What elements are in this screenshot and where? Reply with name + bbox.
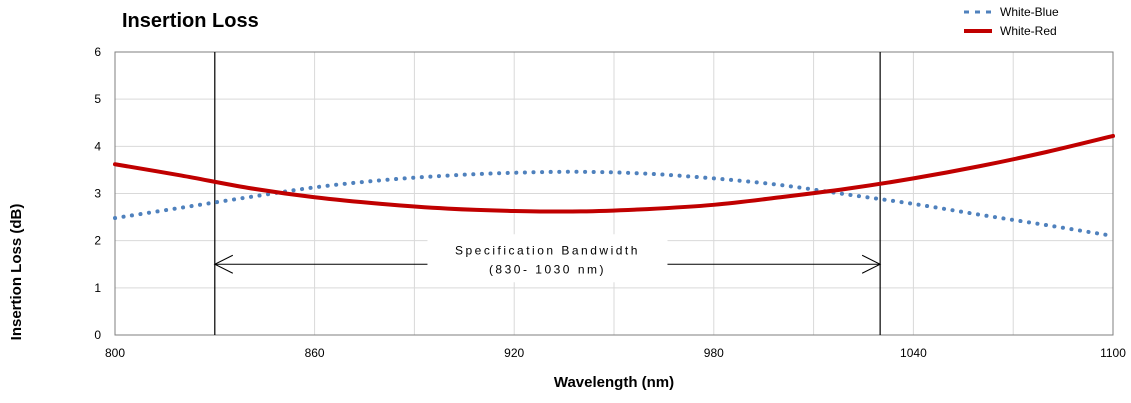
x-tick-label: 1040	[900, 346, 927, 360]
spec-label-box	[427, 234, 668, 283]
y-ticks: 0 1 2 3 4 5 6	[94, 45, 101, 342]
x-tick-label: 920	[504, 346, 524, 360]
x-tick-label: 800	[105, 346, 125, 360]
y-tick-label: 2	[94, 234, 101, 248]
spec-label-line1: Specification Bandwidth	[455, 243, 640, 257]
chart-title: Insertion Loss	[122, 10, 259, 32]
x-tick-label: 1100	[1100, 346, 1126, 360]
grid	[114, 51, 1114, 336]
x-tick-label: 860	[305, 346, 325, 360]
plot-border	[114, 51, 1114, 336]
x-tick-label: 980	[704, 346, 724, 360]
legend-label-white-blue: White-Blue	[1000, 5, 1059, 19]
legend-label-white-red: White-Red	[1000, 24, 1057, 38]
y-tick-label: 6	[94, 45, 101, 59]
x-axis-label: Wavelength (nm)	[554, 374, 674, 391]
spec-arrowhead-right	[861, 254, 882, 274]
spec-label-line2: (830- 1030 nm)	[489, 262, 606, 276]
y-tick-label: 4	[94, 139, 101, 153]
spec-annotation: Specification Bandwidth (830- 1030 nm)	[213, 234, 882, 283]
series-white-red-line	[113, 133, 1115, 214]
y-tick-label: 3	[94, 187, 101, 201]
y-tick-label: 0	[94, 328, 101, 342]
x-ticks: 800 860 920 980 1040 1100	[105, 346, 1126, 360]
y-axis-label: Insertion Loss (dB)	[8, 204, 25, 341]
spec-band-lines	[214, 52, 881, 335]
y-tick-label: 1	[94, 281, 101, 295]
spec-arrowhead-left	[213, 254, 234, 274]
legend: White-Blue White-Red	[964, 5, 1059, 38]
y-tick-label: 5	[94, 92, 101, 106]
series-layer	[113, 133, 1115, 238]
